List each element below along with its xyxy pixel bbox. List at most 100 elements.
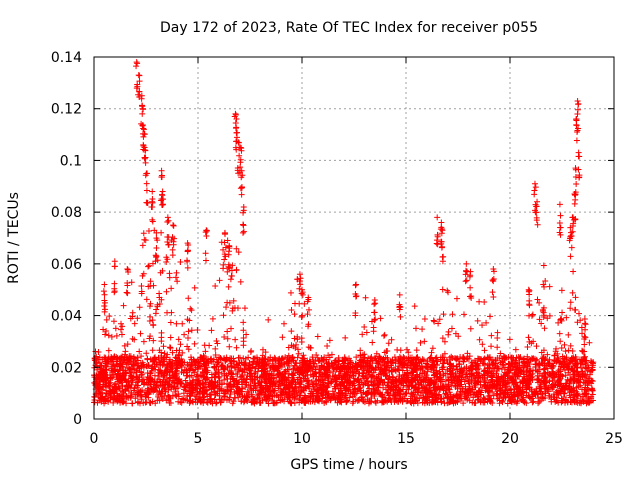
data-point: [153, 253, 160, 260]
data-point: [488, 372, 495, 379]
data-point: [418, 382, 425, 389]
y-tick-label: 0.06: [51, 257, 82, 273]
data-point: [307, 344, 314, 351]
data-point: [295, 366, 302, 373]
data-point: [303, 368, 310, 375]
data-point: [546, 312, 553, 319]
data-point: [396, 371, 403, 378]
data-point: [350, 389, 357, 396]
data-point: [252, 387, 259, 394]
data-point: [354, 397, 361, 404]
data-point: [434, 232, 441, 239]
data-point: [138, 393, 145, 400]
data-point: [244, 388, 251, 395]
data-point: [404, 346, 411, 353]
data-point: [238, 145, 245, 152]
data-point: [430, 384, 437, 391]
data-point: [104, 358, 111, 365]
data-point: [556, 201, 563, 208]
data-point: [197, 380, 204, 387]
data-point: [539, 306, 546, 313]
data-point: [285, 344, 292, 351]
data-point: [548, 382, 555, 389]
data-point: [414, 376, 421, 383]
data-point: [237, 156, 244, 163]
data-point: [148, 368, 155, 375]
data-point: [431, 371, 438, 378]
data-point: [413, 386, 420, 393]
data-point: [214, 340, 221, 347]
data-point: [204, 399, 211, 406]
data-point: [147, 389, 154, 396]
data-point: [496, 385, 503, 392]
data-point: [256, 399, 263, 406]
data-point: [324, 342, 331, 349]
data-point: [524, 343, 531, 350]
data-point: [434, 370, 441, 377]
data-point: [140, 126, 147, 133]
data-point: [282, 370, 289, 377]
data-point: [212, 345, 219, 352]
data-point: [188, 383, 195, 390]
data-point: [528, 340, 535, 347]
data-point: [372, 399, 379, 406]
data-point: [456, 395, 463, 402]
data-point: [351, 382, 358, 389]
data-point: [353, 293, 360, 300]
data-point: [582, 390, 589, 397]
data-point: [100, 326, 107, 333]
data-point: [399, 386, 406, 393]
data-point: [225, 251, 232, 258]
data-point: [546, 378, 553, 385]
data-point: [535, 400, 542, 407]
data-point: [164, 351, 171, 358]
data-point: [249, 373, 256, 380]
data-point: [272, 379, 279, 386]
data-point: [331, 376, 338, 383]
data-point: [265, 360, 272, 367]
data-point: [569, 223, 576, 230]
data-point: [111, 263, 118, 270]
data-point: [134, 365, 141, 372]
data-point: [143, 187, 150, 194]
data-point: [265, 385, 272, 392]
data-point: [252, 355, 259, 362]
data-point: [276, 377, 283, 384]
data-point: [540, 366, 547, 373]
data-point: [305, 296, 312, 303]
data-point: [571, 306, 578, 313]
data-point: [233, 344, 240, 351]
data-points: [91, 59, 597, 407]
data-point: [302, 392, 309, 399]
data-point: [188, 327, 195, 334]
data-point: [167, 395, 174, 402]
y-tick-label: 0: [73, 412, 82, 428]
data-point: [234, 390, 241, 397]
data-point: [119, 382, 126, 389]
data-point: [485, 354, 492, 361]
data-point: [124, 341, 131, 348]
data-point: [211, 364, 218, 371]
data-point: [358, 379, 365, 386]
data-point: [359, 372, 366, 379]
data-point: [497, 350, 504, 357]
data-point: [284, 366, 291, 373]
data-point: [582, 326, 589, 333]
data-point: [322, 389, 329, 396]
data-point: [514, 392, 521, 399]
data-point: [541, 283, 548, 290]
data-point: [263, 386, 270, 393]
data-point: [181, 331, 188, 338]
data-point: [134, 382, 141, 389]
data-point: [440, 384, 447, 391]
data-point: [572, 191, 579, 198]
data-point: [583, 365, 590, 372]
data-point: [239, 393, 246, 400]
data-point: [143, 199, 150, 206]
data-point: [175, 336, 182, 343]
data-point: [194, 327, 201, 334]
data-point: [194, 365, 201, 372]
data-point: [563, 380, 570, 387]
data-point: [273, 374, 280, 381]
data-point: [427, 354, 434, 361]
